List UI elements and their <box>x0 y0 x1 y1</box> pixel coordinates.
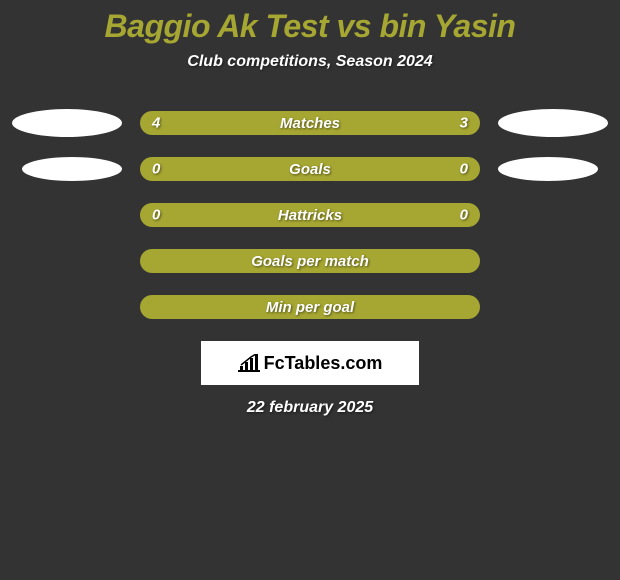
stat-bar: 0 Hattricks 0 <box>140 203 480 227</box>
left-ellipse <box>12 109 122 137</box>
stat-label: Min per goal <box>266 299 354 316</box>
stat-label: Hattricks <box>278 207 342 224</box>
stat-label: Goals <box>289 161 331 178</box>
card-date: 22 february 2025 <box>0 399 620 417</box>
logo-text: FcTables.com <box>264 353 383 374</box>
logo: FcTables.com <box>238 353 383 374</box>
right-ellipse <box>498 109 608 137</box>
right-ellipse <box>498 157 598 181</box>
card-title: Baggio Ak Test vs bin Yasin <box>0 8 620 45</box>
stat-value-right: 3 <box>460 115 468 132</box>
stat-bar: 4 Matches 3 <box>140 111 480 135</box>
comparison-card: Baggio Ak Test vs bin Yasin Club competi… <box>0 0 620 417</box>
stat-value-left: 4 <box>152 115 160 132</box>
stat-bar: Goals per match <box>140 249 480 273</box>
chart-icon <box>238 354 260 372</box>
stat-row: 0 Hattricks 0 <box>0 203 620 227</box>
stat-row: 0 Goals 0 <box>0 157 620 181</box>
stat-row: Goals per match <box>0 249 620 273</box>
stat-bar: Min per goal <box>140 295 480 319</box>
stat-row: Min per goal <box>0 295 620 319</box>
stat-value-right: 0 <box>460 161 468 178</box>
logo-box: FcTables.com <box>201 341 419 385</box>
stat-value-right: 0 <box>460 207 468 224</box>
stat-label: Goals per match <box>251 253 369 270</box>
stat-bar: 0 Goals 0 <box>140 157 480 181</box>
card-subtitle: Club competitions, Season 2024 <box>0 53 620 71</box>
left-ellipse <box>22 157 122 181</box>
stat-label: Matches <box>280 115 340 132</box>
stat-row: 4 Matches 3 <box>0 111 620 135</box>
stats-rows: 4 Matches 3 0 Goals 0 0 Hattricks 0 Goals per mat… <box>0 111 620 319</box>
stat-value-left: 0 <box>152 161 160 178</box>
stat-value-left: 0 <box>152 207 160 224</box>
